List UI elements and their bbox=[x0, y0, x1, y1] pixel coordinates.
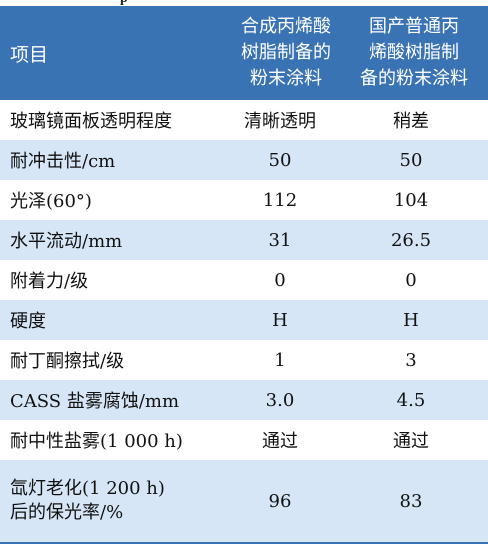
row-value-synthetic: 31 bbox=[268, 229, 292, 251]
row-value-synthetic: 通过 bbox=[262, 431, 298, 452]
row-label: 光泽(60°) bbox=[10, 191, 92, 212]
header-domestic-acrylic: 国产普通丙 烯酸树脂制 备的粉末涂料 bbox=[349, 14, 479, 92]
row-label: 耐冲击性/cm bbox=[10, 151, 116, 172]
row-value-synthetic: H bbox=[272, 309, 288, 331]
table-row: 光泽(60°) 112 104 bbox=[0, 180, 488, 220]
header-line: 烯酸树脂制 bbox=[369, 42, 459, 63]
row-label: 硬度 bbox=[10, 311, 46, 332]
row-value-domestic: H bbox=[403, 309, 419, 331]
row-label: 氙灯老化(1 200 h) 后的保光率/% bbox=[10, 460, 165, 542]
header-item: 项目 bbox=[10, 43, 49, 66]
row-value-synthetic: 96 bbox=[268, 490, 292, 512]
header-line: 粉末涂料 bbox=[250, 68, 322, 89]
table-row: 耐冲击性/cm 50 50 bbox=[0, 140, 488, 180]
row-value-domestic: 0 bbox=[405, 269, 417, 291]
row-value-synthetic: 3.0 bbox=[265, 389, 295, 411]
table-row: 耐中性盐雾(1 000 h) 通过 通过 bbox=[0, 420, 488, 460]
row-value-domestic: 50 bbox=[399, 149, 423, 171]
table-header: 项目 合成丙烯酸 树脂制备的 粉末涂料 国产普通丙 烯酸树脂制 备的粉末涂料 bbox=[0, 6, 488, 100]
header-line: 树脂制备的 bbox=[241, 42, 331, 63]
row-label-line: 后的保光率/% bbox=[10, 502, 124, 523]
table-row: 硬度 H H bbox=[0, 300, 488, 340]
row-value-domestic: 稍差 bbox=[393, 111, 429, 132]
header-synthetic-acrylic: 合成丙烯酸 树脂制备的 粉末涂料 bbox=[221, 14, 351, 92]
top-caption: p bbox=[120, 0, 128, 6]
row-label-line: 氙灯老化(1 200 h) bbox=[10, 478, 165, 499]
row-value-synthetic: 0 bbox=[274, 269, 286, 291]
row-value-domestic: 104 bbox=[393, 189, 429, 211]
table-row: 玻璃镜面板透明程度 清晰透明 稍差 bbox=[0, 100, 488, 140]
table-row: 附着力/级 0 0 bbox=[0, 260, 488, 300]
row-value-synthetic: 1 bbox=[274, 349, 286, 371]
header-line: 国产普通丙 bbox=[369, 16, 459, 37]
row-value-domestic: 通过 bbox=[393, 431, 429, 452]
comparison-table: 项目 合成丙烯酸 树脂制备的 粉末涂料 国产普通丙 烯酸树脂制 备的粉末涂料 玻… bbox=[0, 6, 488, 544]
row-value-synthetic: 50 bbox=[268, 149, 292, 171]
row-value-synthetic: 112 bbox=[262, 189, 298, 211]
row-value-domestic: 4.5 bbox=[396, 389, 426, 411]
row-label: 耐丁酮擦拭/级 bbox=[10, 351, 125, 372]
row-value-domestic: 3 bbox=[405, 349, 417, 371]
row-value-domestic: 83 bbox=[399, 490, 423, 512]
row-value-domestic: 26.5 bbox=[390, 229, 432, 251]
row-label: 耐中性盐雾(1 000 h) bbox=[10, 431, 183, 452]
table-row: 耐丁酮擦拭/级 1 3 bbox=[0, 340, 488, 380]
row-label: 玻璃镜面板透明程度 bbox=[10, 111, 172, 132]
row-value-synthetic: 清晰透明 bbox=[244, 111, 316, 132]
row-label: 水平流动/mm bbox=[10, 231, 123, 252]
row-label: CASS 盐雾腐蚀/mm bbox=[10, 391, 180, 412]
top-caption-strip: p bbox=[0, 0, 488, 6]
header-line: 备的粉末涂料 bbox=[360, 68, 468, 89]
header-line: 合成丙烯酸 bbox=[241, 16, 331, 37]
table-row: 水平流动/mm 31 26.5 bbox=[0, 220, 488, 260]
row-label: 附着力/级 bbox=[10, 271, 89, 292]
table-row: CASS 盐雾腐蚀/mm 3.0 4.5 bbox=[0, 380, 488, 420]
table-row: 氙灯老化(1 200 h) 后的保光率/% 96 83 bbox=[0, 460, 488, 542]
